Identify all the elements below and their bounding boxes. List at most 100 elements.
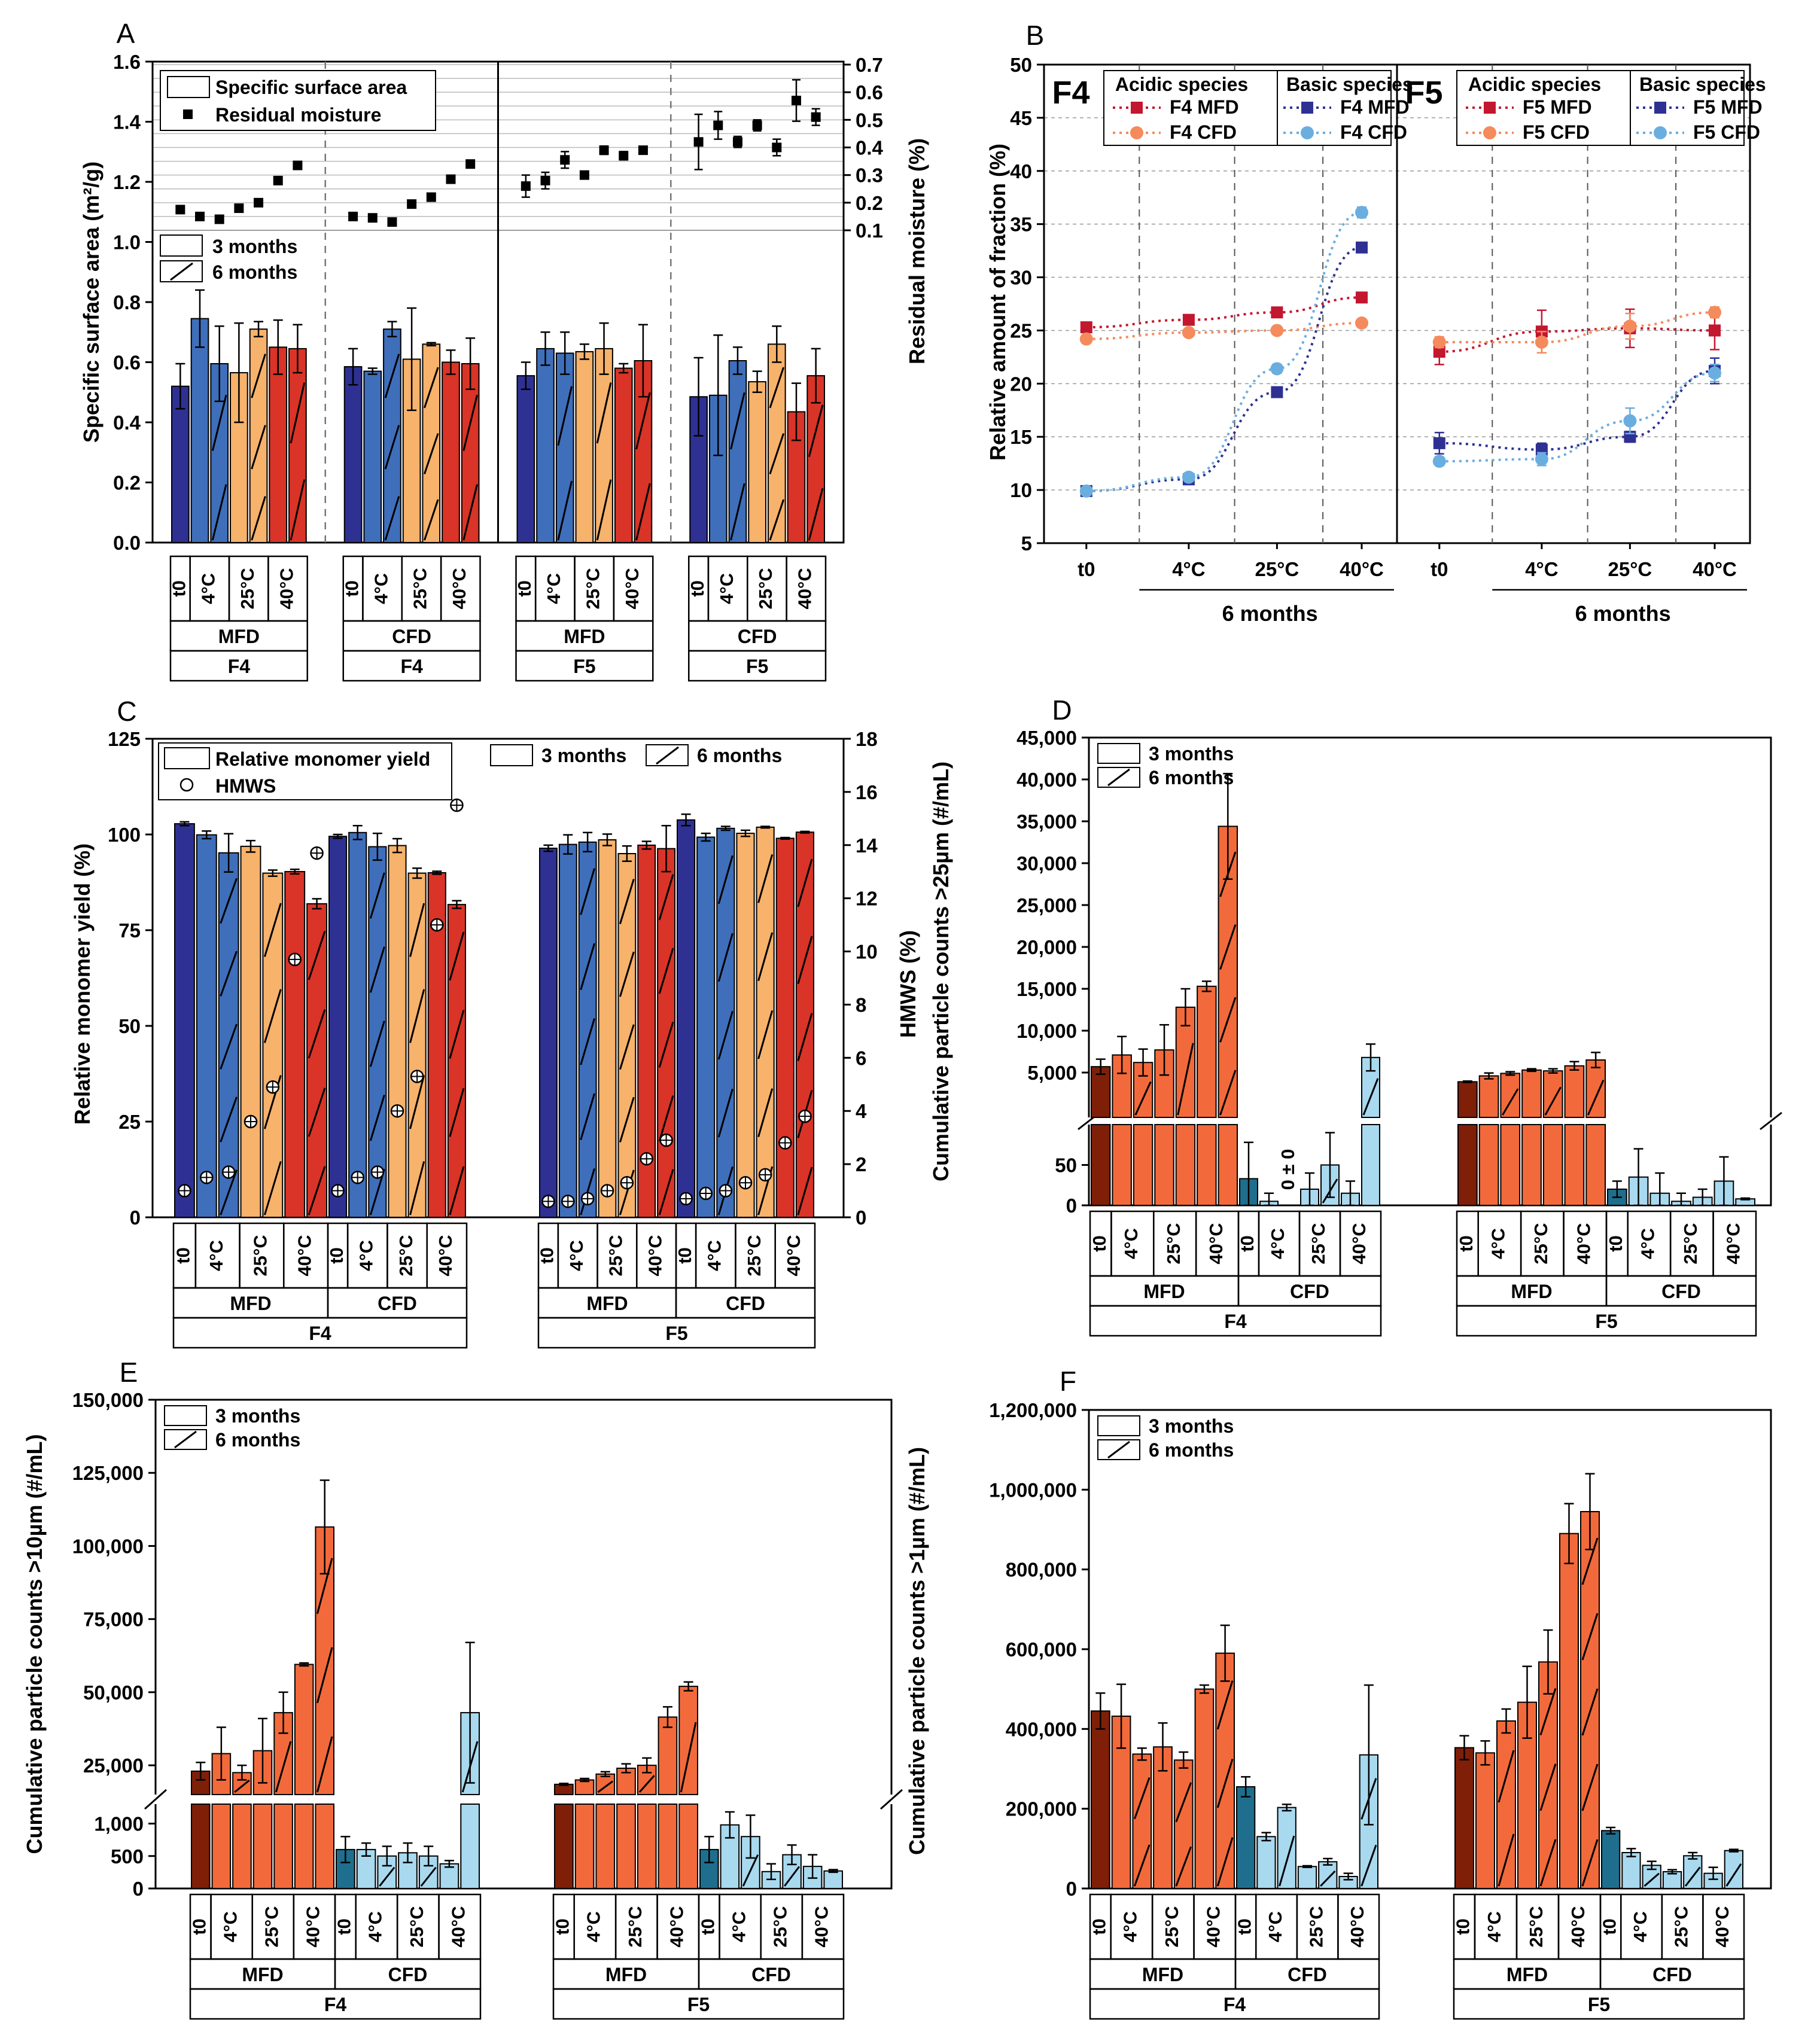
error-bar bbox=[701, 832, 711, 842]
bar bbox=[787, 411, 806, 543]
hatch-line bbox=[290, 479, 306, 541]
series-line bbox=[1086, 211, 1362, 492]
hmws-marker bbox=[266, 1080, 280, 1094]
bar-hatch bbox=[462, 394, 478, 541]
category-label: t0 bbox=[1605, 1235, 1626, 1252]
error-bar bbox=[1244, 1141, 1253, 1207]
data-point bbox=[1432, 336, 1446, 349]
moisture-marker bbox=[560, 155, 570, 165]
bar-hatch bbox=[1216, 1680, 1234, 1887]
y-tick-label: 35 bbox=[1010, 214, 1032, 236]
hatch-line bbox=[1134, 1777, 1151, 1820]
legend-label: F4 CFD bbox=[1170, 121, 1237, 143]
bar-lower-part bbox=[211, 1804, 232, 1889]
data-point bbox=[1535, 452, 1548, 466]
error-bar bbox=[237, 1764, 247, 1781]
hatch-line bbox=[580, 943, 596, 991]
error-bar bbox=[704, 1835, 714, 1863]
moisture-marker bbox=[426, 192, 436, 202]
legend-marker bbox=[1130, 126, 1143, 139]
error-bar bbox=[1740, 1197, 1751, 1201]
moisture-marker bbox=[465, 159, 476, 169]
y-tick-label: 1,000 bbox=[94, 1813, 144, 1835]
error-bar bbox=[772, 325, 782, 363]
y-tick-label: 0 bbox=[133, 1878, 144, 1900]
bar bbox=[174, 823, 195, 1218]
category-label: 40°C bbox=[449, 568, 470, 609]
bar bbox=[677, 819, 696, 1219]
hatch-line bbox=[619, 1096, 635, 1143]
legend-3-months: 3 months bbox=[212, 236, 297, 257]
hmws-marker bbox=[679, 1192, 693, 1206]
category-label: t0 bbox=[697, 1918, 718, 1935]
error-bar bbox=[1646, 1860, 1657, 1871]
moisture-marker bbox=[387, 217, 397, 227]
legend-swatch-3m bbox=[1097, 1415, 1140, 1436]
hatch-line bbox=[717, 1010, 734, 1060]
group-label-formulation-cell bbox=[169, 650, 308, 682]
hatch-line bbox=[211, 484, 227, 541]
bar-lower-part bbox=[1197, 1124, 1217, 1206]
bar bbox=[284, 871, 306, 1218]
y-tick-label: 10,000 bbox=[1016, 1020, 1077, 1042]
y-tick-label: 125,000 bbox=[72, 1462, 144, 1484]
zero-annotation: 0 ± 0 bbox=[1277, 1149, 1298, 1190]
y2-tick-label: 2 bbox=[856, 1153, 866, 1175]
error-bar bbox=[1346, 1180, 1355, 1207]
y2-tick-label: 8 bbox=[856, 994, 866, 1016]
error-bar bbox=[766, 1863, 776, 1881]
hatch-line bbox=[658, 1169, 674, 1216]
hatch-line bbox=[757, 1088, 774, 1137]
category-label: 40°C bbox=[1573, 1223, 1594, 1264]
data-point bbox=[1270, 324, 1284, 337]
series-line bbox=[1439, 371, 1715, 463]
error-bar bbox=[600, 1771, 610, 1777]
category-label: 25°C bbox=[237, 568, 258, 609]
hatch-line bbox=[251, 496, 266, 541]
category-label: t0 bbox=[173, 1247, 194, 1264]
hatch-line bbox=[409, 1075, 425, 1129]
bar bbox=[1580, 1511, 1600, 1889]
error-bar bbox=[599, 322, 609, 375]
category-label: t0 bbox=[537, 1247, 558, 1264]
error-bar bbox=[1676, 1192, 1686, 1207]
bar bbox=[1277, 1807, 1296, 1890]
error-bar bbox=[352, 825, 363, 840]
bar-lower-part bbox=[574, 1804, 595, 1889]
bar-hatch bbox=[384, 354, 400, 541]
bar-hatch bbox=[220, 878, 238, 1216]
bar bbox=[1585, 1059, 1606, 1118]
bar-lower-part bbox=[658, 1804, 678, 1889]
error-bar bbox=[521, 361, 531, 390]
group-label-method: MFD bbox=[218, 626, 260, 647]
bar bbox=[442, 361, 460, 543]
category-label: 4°C bbox=[1267, 1228, 1288, 1259]
bar bbox=[368, 846, 387, 1218]
bar-hatch bbox=[557, 386, 573, 541]
legend-3-months: 3 months bbox=[215, 1405, 300, 1427]
y-tick-label: 200,000 bbox=[1006, 1798, 1077, 1820]
category-label: 25°C bbox=[769, 1906, 790, 1947]
category-label: t0 bbox=[334, 1918, 355, 1935]
bar-hatch bbox=[1581, 1537, 1599, 1887]
error-bar bbox=[720, 825, 731, 831]
legend-swatch-3m bbox=[160, 234, 203, 257]
error-bar bbox=[662, 1706, 672, 1728]
bar-hatch bbox=[769, 367, 785, 541]
category-label: 4°C bbox=[365, 1911, 386, 1942]
legend-marker bbox=[1654, 102, 1666, 114]
bar bbox=[315, 1526, 335, 1796]
series-line bbox=[1439, 327, 1715, 353]
error-bar bbox=[1626, 1848, 1636, 1857]
hatch-line bbox=[638, 1775, 655, 1793]
bar bbox=[1478, 1075, 1499, 1118]
hatch-line bbox=[1581, 1688, 1599, 1736]
error-bar bbox=[367, 367, 378, 375]
legend-label: F4 MFD bbox=[1170, 96, 1239, 118]
bar-hatch bbox=[1177, 1043, 1194, 1116]
plot-frame bbox=[151, 738, 845, 1219]
hatch-line bbox=[462, 484, 478, 541]
category-label: t0 bbox=[1237, 1235, 1258, 1252]
bar bbox=[578, 841, 597, 1219]
bar bbox=[1542, 1070, 1563, 1118]
